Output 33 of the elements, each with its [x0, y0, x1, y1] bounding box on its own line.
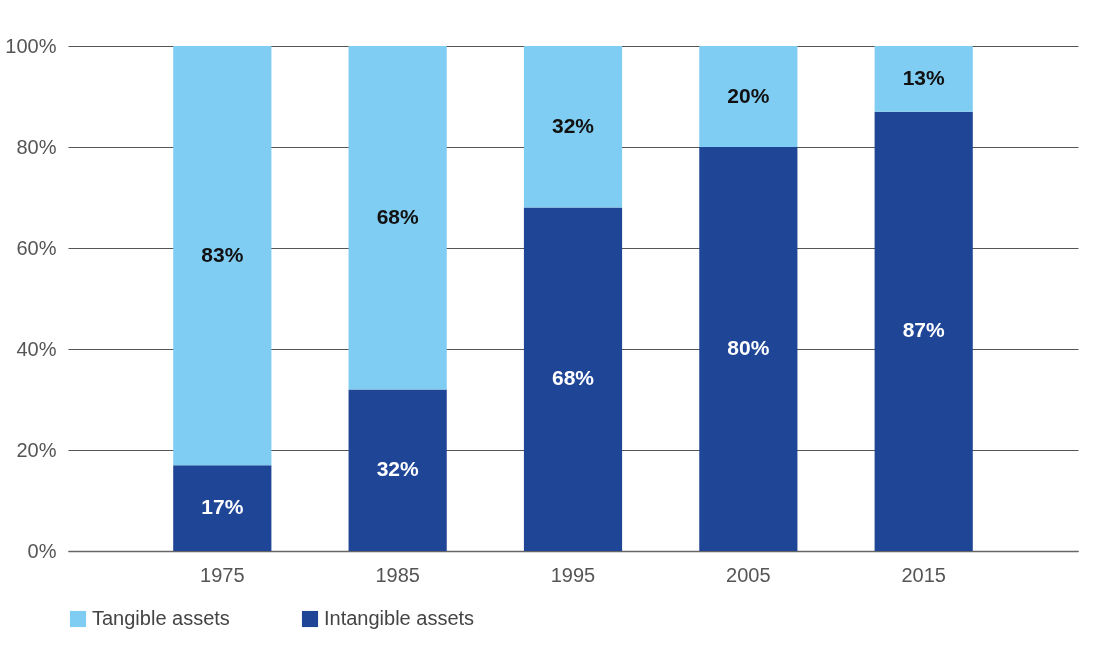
y-tick-label: 80% [16, 135, 57, 158]
x-tick-label: 2005 [726, 563, 771, 586]
data-label: 68% [551, 366, 595, 390]
x-tick-label: 1995 [550, 563, 596, 586]
bar [523, 46, 623, 208]
data-label: 17% [201, 495, 244, 519]
x-tick-label: 2015 [901, 563, 946, 586]
data-label: 32% [376, 457, 419, 481]
x-tick-label: 1975 [200, 563, 245, 586]
data-label: 20% [727, 83, 770, 107]
y-tick-label: 100% [5, 34, 57, 57]
bar [523, 207, 623, 551]
data-label: 83% [201, 242, 244, 266]
y-tick-label: 20% [16, 438, 57, 461]
data-label: 32% [551, 113, 595, 137]
bar [699, 147, 798, 551]
y-tick-label: 0% [27, 539, 57, 562]
bar [348, 389, 447, 551]
y-tick-label: 60% [16, 236, 57, 259]
legend-label: Intangible assets [324, 607, 475, 629]
bar [699, 46, 798, 147]
bar [173, 465, 272, 551]
bar [348, 46, 447, 390]
data-label: 87% [902, 318, 946, 342]
y-tick-label: 40% [16, 337, 57, 360]
bar [173, 46, 272, 466]
data-label: 68% [376, 204, 419, 228]
data-label: 80% [727, 336, 770, 359]
bar [874, 111, 973, 551]
data-label: 13% [902, 65, 946, 89]
bar [874, 46, 973, 112]
x-tick-label: 1985 [375, 563, 420, 586]
legend-label: Tangible assets [92, 607, 230, 629]
